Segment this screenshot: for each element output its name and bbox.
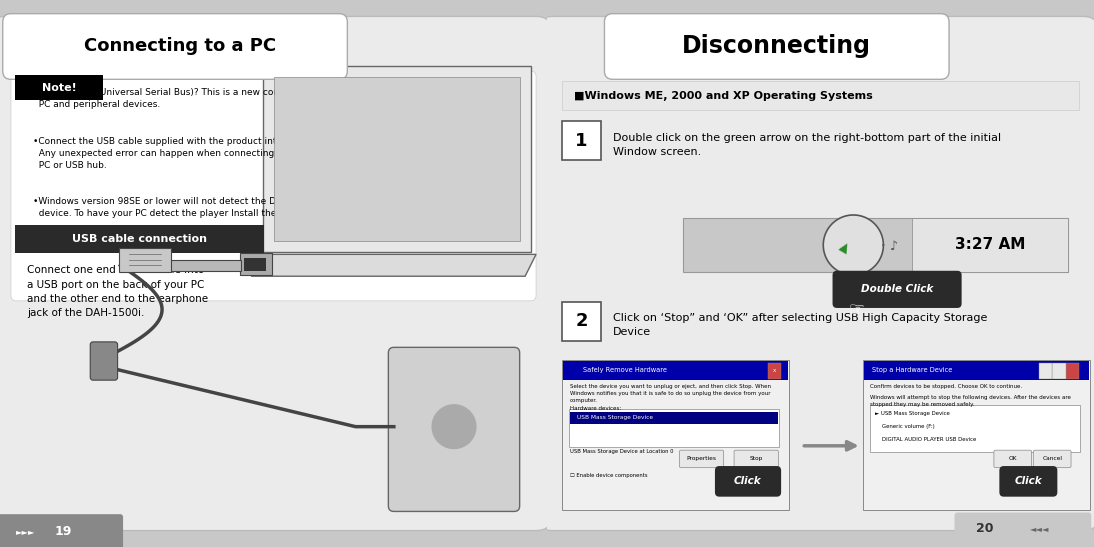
Text: Stop a Hardware Device: Stop a Hardware Device [872, 368, 953, 373]
FancyBboxPatch shape [90, 342, 118, 380]
Polygon shape [241, 254, 536, 276]
FancyBboxPatch shape [954, 513, 1091, 544]
FancyBboxPatch shape [1052, 363, 1066, 379]
FancyBboxPatch shape [562, 302, 601, 341]
FancyBboxPatch shape [768, 363, 781, 379]
Text: computer.: computer. [570, 398, 597, 403]
Text: Safely Remove Hardware: Safely Remove Hardware [582, 368, 666, 373]
FancyBboxPatch shape [536, 16, 1094, 531]
FancyBboxPatch shape [0, 16, 552, 531]
FancyBboxPatch shape [3, 14, 348, 79]
FancyBboxPatch shape [570, 412, 778, 424]
FancyBboxPatch shape [119, 248, 171, 272]
FancyBboxPatch shape [734, 450, 779, 468]
Text: Note!: Note! [42, 83, 77, 92]
FancyBboxPatch shape [683, 218, 1068, 272]
FancyBboxPatch shape [1033, 450, 1071, 468]
Text: Connect one end of the cable into
a USB port on the back of your PC
and the othe: Connect one end of the cable into a USB … [27, 265, 209, 318]
Text: ☞: ☞ [1009, 466, 1021, 480]
Text: •What is USB (Universal Serial Bus)? This is a new connection system between
  P: •What is USB (Universal Serial Bus)? Thi… [33, 88, 391, 109]
FancyBboxPatch shape [15, 75, 103, 100]
FancyBboxPatch shape [999, 466, 1057, 497]
FancyBboxPatch shape [1038, 363, 1052, 379]
Text: 1: 1 [575, 132, 587, 149]
FancyBboxPatch shape [562, 121, 601, 160]
Text: OK: OK [1009, 456, 1017, 462]
Text: Double click on the green arrow on the right-bottom part of the initial
Window s: Double click on the green arrow on the r… [613, 133, 1001, 157]
FancyBboxPatch shape [562, 81, 1079, 110]
Text: ◄◄◄: ◄◄◄ [1029, 524, 1049, 533]
Text: Windows will attempt to stop the following devices. After the devices are: Windows will attempt to stop the followi… [870, 395, 1071, 400]
FancyBboxPatch shape [388, 347, 520, 511]
Text: ►►►: ►►► [16, 527, 36, 536]
Polygon shape [263, 66, 531, 252]
FancyBboxPatch shape [563, 361, 788, 380]
Text: Click: Click [1014, 476, 1043, 486]
Polygon shape [432, 405, 476, 449]
Text: Hardware devices:: Hardware devices: [570, 406, 621, 411]
Text: ► USB Mass Storage Device: ► USB Mass Storage Device [875, 411, 950, 416]
FancyBboxPatch shape [604, 14, 950, 79]
Text: DIGITAL AUDIO PLAYER USB Device: DIGITAL AUDIO PLAYER USB Device [875, 437, 977, 441]
Text: ☐ Enable device components: ☐ Enable device components [570, 473, 648, 478]
Text: Windows notifies you that it is safe to do so unplug the device from your: Windows notifies you that it is safe to … [570, 391, 770, 396]
Text: USB Mass Storage Device: USB Mass Storage Device [578, 415, 653, 421]
Text: ☞: ☞ [848, 301, 864, 319]
Text: 19: 19 [55, 525, 72, 538]
FancyBboxPatch shape [244, 258, 266, 271]
Text: 2: 2 [575, 312, 587, 330]
Text: Double Click: Double Click [861, 284, 933, 294]
FancyBboxPatch shape [863, 360, 1090, 510]
Text: ☞: ☞ [726, 466, 740, 480]
Text: x: x [773, 368, 776, 374]
FancyBboxPatch shape [870, 405, 1080, 452]
Text: Stop: Stop [749, 456, 763, 462]
FancyBboxPatch shape [679, 450, 724, 468]
FancyBboxPatch shape [0, 514, 123, 547]
Text: •Windows version 98SE or lower will not detect the DAH-1500i as a peripheral
  d: •Windows version 98SE or lower will not … [33, 197, 388, 218]
FancyBboxPatch shape [15, 225, 265, 253]
Text: USB Mass Storage Device at Location 0: USB Mass Storage Device at Location 0 [570, 449, 674, 453]
FancyBboxPatch shape [715, 466, 781, 497]
Text: Disconnecting: Disconnecting [683, 34, 871, 58]
FancyBboxPatch shape [993, 450, 1032, 468]
Text: Cancel: Cancel [1043, 456, 1062, 462]
Text: Generic volume (F:): Generic volume (F:) [875, 424, 935, 429]
Text: stopped they may be removed safely.: stopped they may be removed safely. [870, 402, 974, 407]
FancyBboxPatch shape [833, 271, 962, 308]
Text: Properties: Properties [687, 456, 717, 462]
FancyBboxPatch shape [569, 409, 779, 447]
Text: USB cable connection: USB cable connection [72, 234, 207, 245]
Text: •Connect the USB cable supplied with the product into a USB port in PC.
  Any un: •Connect the USB cable supplied with the… [33, 137, 394, 170]
Text: ♪: ♪ [891, 240, 898, 253]
FancyBboxPatch shape [240, 253, 271, 275]
Polygon shape [824, 215, 884, 275]
Polygon shape [164, 260, 241, 271]
Text: Click: Click [734, 476, 761, 486]
Text: Select the device you want to unplug or eject, and then click Stop. When: Select the device you want to unplug or … [570, 384, 771, 389]
FancyBboxPatch shape [1066, 363, 1079, 379]
Text: Click on ‘Stop” and ‘OK” after selecting USB High Capacity Storage
Device: Click on ‘Stop” and ‘OK” after selecting… [613, 313, 987, 337]
FancyBboxPatch shape [912, 218, 1068, 272]
FancyBboxPatch shape [11, 71, 536, 301]
Text: ▲: ▲ [838, 239, 852, 255]
FancyBboxPatch shape [562, 360, 789, 510]
FancyBboxPatch shape [864, 361, 1089, 380]
Text: Confirm devices to be stopped. Choose OK to continue.: Confirm devices to be stopped. Choose OK… [870, 384, 1022, 389]
Text: ■Windows ME, 2000 and XP Operating Systems: ■Windows ME, 2000 and XP Operating Syste… [574, 91, 873, 101]
Polygon shape [274, 77, 520, 241]
Text: Connecting to a PC: Connecting to a PC [84, 37, 277, 55]
Text: 20: 20 [976, 522, 993, 535]
Text: 3:27 AM: 3:27 AM [955, 237, 1025, 252]
